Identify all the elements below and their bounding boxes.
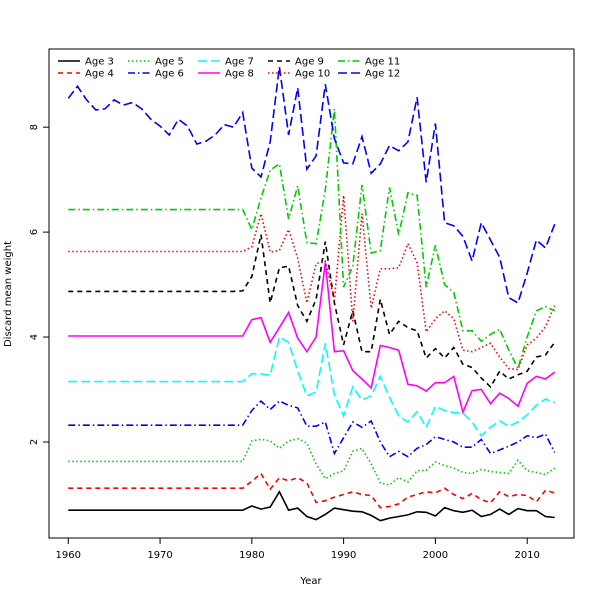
series-line-age-4 xyxy=(68,472,555,509)
legend-label: Age 7 xyxy=(225,57,254,68)
series-line-age-9 xyxy=(68,234,556,389)
series-line-age-11 xyxy=(68,108,556,371)
y-tick-label: 2 xyxy=(29,439,40,445)
legend-label: Age 10 xyxy=(295,69,330,80)
y-tick-label: 6 xyxy=(29,229,40,235)
axes-layer: 1960 1970 1980 1990 2000 2010 2 4 6 8 xyxy=(29,124,540,561)
y-axis-label: Discard mean weight xyxy=(3,241,14,347)
legend-label: Age 5 xyxy=(155,57,184,68)
x-tick-label: 1960 xyxy=(56,550,81,561)
legend-label: Age 11 xyxy=(365,57,400,68)
x-tick-label: 1970 xyxy=(147,550,172,561)
legend-label: Age 8 xyxy=(225,69,254,80)
series-line-age-7 xyxy=(68,335,555,437)
series-line-age-10 xyxy=(68,195,556,371)
legend-label: Age 6 xyxy=(155,69,184,80)
legend-label: Age 4 xyxy=(85,69,114,80)
x-tick-label: 1990 xyxy=(331,550,356,561)
x-tick-label: 2000 xyxy=(423,550,448,561)
series-line-age-12 xyxy=(67,66,556,305)
legend-label: Age 12 xyxy=(365,69,400,80)
x-axis-label: Year xyxy=(299,576,322,587)
legend-label: Age 9 xyxy=(295,57,324,68)
plot-frame xyxy=(48,48,575,539)
legend-label: Age 3 xyxy=(85,57,114,68)
x-tick-label: 1980 xyxy=(239,550,264,561)
y-tick-label: 8 xyxy=(29,124,40,130)
series-line-age-3 xyxy=(68,490,555,522)
series-line-age-6 xyxy=(68,399,556,458)
y-tick-label: 4 xyxy=(29,334,40,340)
x-tick-label: 2010 xyxy=(514,550,539,561)
series-line-age-5 xyxy=(68,437,556,486)
series-layer xyxy=(67,66,556,522)
series-line-age-8 xyxy=(68,262,556,415)
